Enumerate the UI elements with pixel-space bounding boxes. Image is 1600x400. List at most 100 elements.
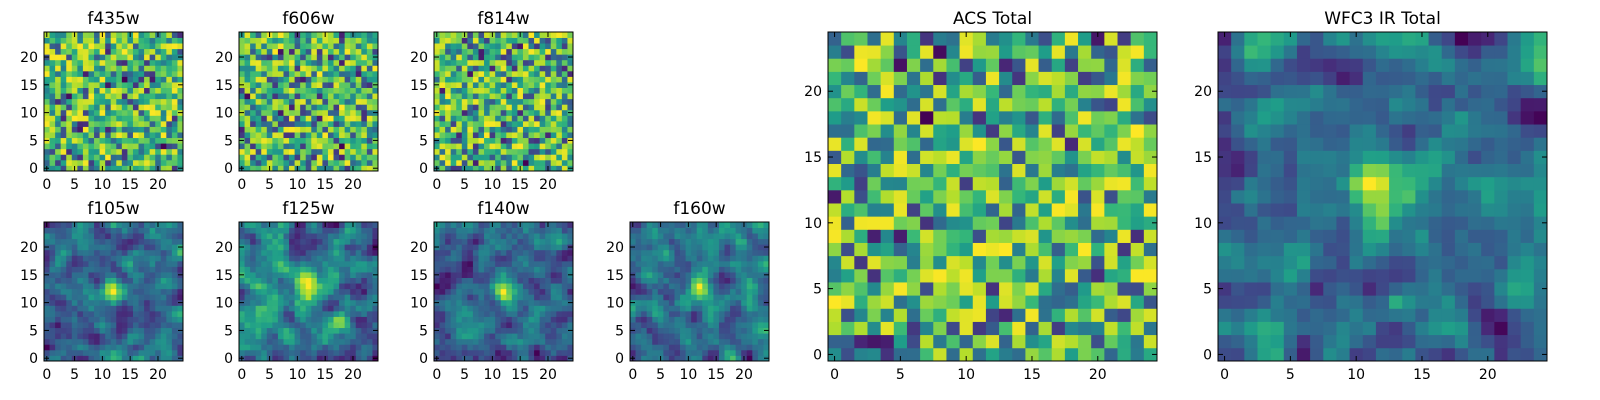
heatmap-cell [528,126,535,133]
heatmap-cell [752,316,759,323]
heatmap-cell [289,159,295,166]
heatmap-cell [94,338,100,345]
heatmap-cell [333,222,340,228]
heatmap-cell [88,255,95,262]
heatmap-cell [355,255,362,262]
heatmap-cell [71,132,78,139]
heatmap-cell [517,310,524,317]
heatmap-cell [166,115,173,122]
heatmap-cell [300,137,307,144]
heatmap-cell [105,43,112,50]
heatmap-cell [361,148,368,155]
heatmap-cell [344,283,351,290]
heatmap-cell [355,126,362,133]
heatmap-cell [44,316,50,323]
heatmap-cell [94,109,100,116]
heatmap-cell [713,233,720,240]
heatmap-cell [344,244,351,251]
heatmap-cell [567,227,574,234]
heatmap-cell [478,255,485,262]
heatmap-cell [663,227,670,234]
heatmap-cell [327,65,334,72]
heatmap-cell [561,238,568,245]
heatmap-cell [906,216,921,230]
heatmap-cell [685,272,692,278]
heatmap-cell [66,165,73,172]
heatmap-cell [138,338,145,345]
heatmap-cell [132,294,139,301]
heatmap-cell [854,268,868,283]
heatmap-cell [920,334,934,349]
heatmap-cell [171,305,178,312]
heatmap-cell [344,143,351,150]
heatmap-cell [82,349,89,356]
heatmap-cell [489,338,496,345]
heatmap-cell [55,338,62,345]
heatmap-cell [456,277,463,284]
heatmap-cell [522,65,529,72]
heatmap-cell [333,305,340,312]
heatmap-cell [250,137,257,144]
heatmap-cell [741,327,748,334]
heatmap-cell [94,65,100,72]
heatmap-cell [539,87,546,94]
heatmap-cell [539,120,546,127]
heatmap-cell [752,272,759,278]
heatmap-cell [1051,216,1066,230]
heatmap-cell [702,299,709,306]
heatmap-cell [561,37,568,44]
heatmap-cell [344,59,351,66]
heatmap-cell [327,54,334,61]
heatmap-cell [244,148,251,155]
heatmap-cell [933,255,947,270]
heatmap-cell [445,37,452,44]
heatmap-cell [305,37,312,44]
heatmap-cell [289,327,295,334]
heatmap-cell [730,310,737,317]
heatmap-cell [94,98,100,105]
heatmap-cell [77,294,84,301]
heatmap-cell [121,37,128,44]
heatmap-cell [99,227,106,234]
heatmap-cell [255,43,262,50]
heatmap-cell [522,266,529,273]
heatmap-cell [110,143,117,150]
heatmap-cell [266,132,273,139]
heatmap-cell [77,266,84,273]
heatmap-cell [155,109,162,116]
heatmap-cell [511,48,518,55]
heatmap-cell [1117,176,1132,191]
heatmap-cell [266,227,273,234]
heatmap-cell [77,338,84,345]
heatmap-cell [171,126,178,133]
heatmap-cell [350,87,357,94]
heatmap-cell [94,288,100,295]
heatmap-cell [311,93,318,100]
heatmap-cell [277,137,284,144]
heatmap-cell [155,249,162,256]
heatmap-cell [322,238,329,245]
heatmap-cell [300,255,307,262]
heatmap-cell [730,305,737,312]
heatmap-cell [322,283,329,290]
heatmap-cell [445,316,452,323]
heatmap-cell [110,244,117,251]
heatmap-cell [71,98,78,105]
heatmap-cell [105,227,112,234]
heatmap-cell [522,305,529,312]
heatmap-cell [110,43,117,50]
heatmap-cell [160,143,167,150]
heatmap-cell [239,93,245,100]
heatmap-cell [522,222,529,228]
heatmap-cell [44,148,50,155]
heatmap-cell [752,249,759,256]
heatmap-cell [663,255,670,262]
heatmap-cell [906,163,921,178]
heatmap-cell [138,70,145,77]
heatmap-cell [127,70,134,77]
heatmap-cell [322,277,329,284]
heatmap-cell [322,159,329,166]
heatmap-cell [657,266,664,273]
heatmap-cell [489,288,496,295]
heatmap-cell [730,233,737,240]
